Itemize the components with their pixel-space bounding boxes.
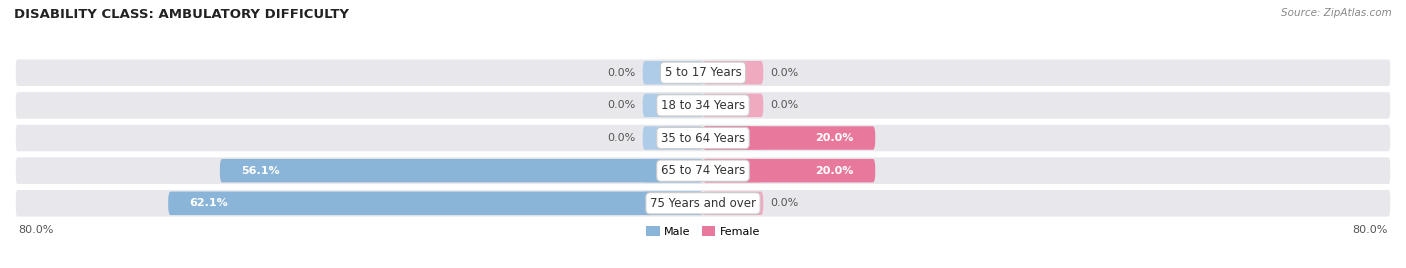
FancyBboxPatch shape: [703, 61, 763, 84]
FancyBboxPatch shape: [14, 156, 1392, 186]
Text: 0.0%: 0.0%: [607, 133, 636, 143]
Text: Source: ZipAtlas.com: Source: ZipAtlas.com: [1281, 8, 1392, 18]
Text: 56.1%: 56.1%: [242, 166, 280, 176]
FancyBboxPatch shape: [643, 61, 703, 84]
Text: 0.0%: 0.0%: [770, 100, 799, 110]
FancyBboxPatch shape: [703, 159, 875, 183]
FancyBboxPatch shape: [169, 192, 703, 215]
Text: 80.0%: 80.0%: [1353, 225, 1388, 234]
Text: 20.0%: 20.0%: [815, 166, 853, 176]
Text: 62.1%: 62.1%: [190, 198, 229, 208]
FancyBboxPatch shape: [219, 159, 703, 183]
Text: 18 to 34 Years: 18 to 34 Years: [661, 99, 745, 112]
FancyBboxPatch shape: [703, 126, 875, 150]
FancyBboxPatch shape: [643, 192, 703, 215]
FancyBboxPatch shape: [14, 90, 1392, 120]
FancyBboxPatch shape: [14, 58, 1392, 88]
Text: 0.0%: 0.0%: [607, 68, 636, 78]
Text: DISABILITY CLASS: AMBULATORY DIFFICULTY: DISABILITY CLASS: AMBULATORY DIFFICULTY: [14, 8, 349, 21]
Text: 0.0%: 0.0%: [770, 68, 799, 78]
Text: 80.0%: 80.0%: [18, 225, 53, 234]
FancyBboxPatch shape: [703, 126, 763, 150]
Text: 0.0%: 0.0%: [607, 100, 636, 110]
Text: 35 to 64 Years: 35 to 64 Years: [661, 132, 745, 144]
FancyBboxPatch shape: [703, 159, 763, 183]
Text: 0.0%: 0.0%: [770, 198, 799, 208]
Text: 75 Years and over: 75 Years and over: [650, 197, 756, 210]
FancyBboxPatch shape: [643, 159, 703, 183]
FancyBboxPatch shape: [14, 123, 1392, 153]
Text: 5 to 17 Years: 5 to 17 Years: [665, 66, 741, 79]
FancyBboxPatch shape: [703, 94, 763, 117]
FancyBboxPatch shape: [14, 188, 1392, 218]
FancyBboxPatch shape: [643, 126, 703, 150]
FancyBboxPatch shape: [643, 94, 703, 117]
Text: 65 to 74 Years: 65 to 74 Years: [661, 164, 745, 177]
Legend: Male, Female: Male, Female: [647, 226, 759, 237]
FancyBboxPatch shape: [703, 192, 763, 215]
Text: 20.0%: 20.0%: [815, 133, 853, 143]
